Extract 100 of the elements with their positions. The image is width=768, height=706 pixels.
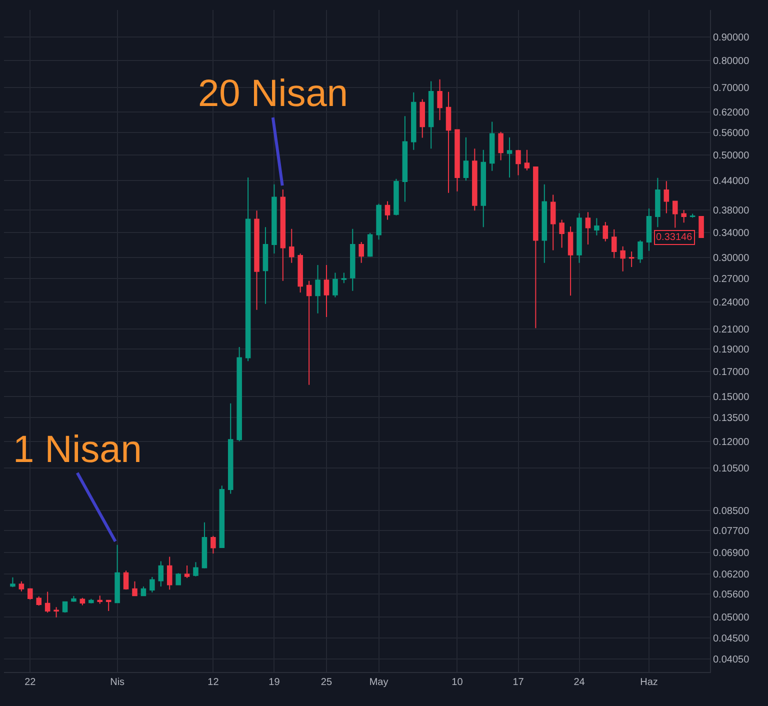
- candlestick: [472, 148, 478, 212]
- candlestick: [506, 136, 512, 178]
- y-tick-label: 0.10500: [713, 464, 750, 475]
- candlestick: [62, 601, 68, 614]
- y-tick-label: 0.30000: [713, 252, 750, 264]
- y-tick-label: 0.06200: [713, 569, 750, 580]
- annotation: 20 Nisan: [198, 73, 348, 115]
- y-tick-label: 0.04050: [713, 654, 750, 666]
- y-tick-label: 0.05000: [713, 612, 750, 624]
- candlestick: [602, 222, 608, 242]
- y-tick-label: 0.17000: [713, 366, 750, 378]
- candlestick: [150, 576, 155, 593]
- candlestick: [245, 176, 251, 362]
- candlestick: [585, 212, 591, 246]
- candlestick: [341, 272, 347, 284]
- candlestick: [620, 246, 626, 272]
- candlestick: [437, 78, 442, 121]
- candlestick: [384, 200, 390, 220]
- y-tick-label: 0.90000: [713, 32, 750, 44]
- candlestick: [262, 226, 268, 304]
- candlestick: [350, 228, 356, 292]
- candlestick: [463, 136, 469, 182]
- x-tick-label: 10: [452, 677, 464, 688]
- y-tick-label: 0.21000: [713, 324, 750, 336]
- candlestick: [106, 600, 112, 612]
- candlestick: [655, 177, 660, 228]
- candlestick: [254, 210, 260, 310]
- candlestick: [559, 219, 564, 248]
- candlestick: [411, 92, 416, 150]
- annotation: 0.33146: [656, 232, 693, 243]
- candlestick: [324, 264, 330, 318]
- candlestick: [489, 121, 495, 172]
- candlestick: [315, 264, 320, 314]
- candlestick: [236, 346, 242, 442]
- candlestick: [272, 184, 277, 254]
- candlestick: [114, 544, 120, 604]
- candlestick: [132, 580, 138, 596]
- x-tick-label: 25: [320, 677, 332, 688]
- x-tick-label: May: [369, 677, 388, 688]
- y-tick-label: 0.08500: [713, 506, 750, 517]
- candlestick: [628, 251, 634, 268]
- candlestick: [550, 194, 556, 251]
- candlestick: [166, 556, 172, 590]
- candlestick: [376, 203, 382, 240]
- x-tick-label: 19: [268, 677, 280, 688]
- candlestick: [698, 215, 704, 238]
- candlestick: [298, 253, 303, 293]
- x-tick-label: Haz: [640, 677, 658, 688]
- x-tick-label: Nis: [110, 677, 125, 688]
- y-tick-label: 0.04500: [713, 634, 750, 645]
- candlestick: [646, 208, 652, 252]
- y-tick-label: 0.05600: [713, 590, 750, 601]
- candlestick: [672, 200, 678, 228]
- candlestick: [402, 116, 408, 202]
- candlestick: [36, 596, 42, 606]
- annotation: 1 Nisan: [13, 429, 142, 471]
- candlestick: [193, 562, 198, 577]
- candlestick: [71, 596, 76, 602]
- candlestick: [54, 606, 59, 618]
- candlestick: [498, 131, 504, 161]
- y-tick-label: 0.19000: [713, 344, 750, 356]
- candlestick: [306, 280, 312, 386]
- candlestick: [664, 180, 670, 214]
- candlestick: [18, 580, 24, 592]
- candlestick: [611, 228, 617, 259]
- candlestick: [420, 98, 426, 138]
- candlestick: [681, 210, 686, 224]
- candlestick: [158, 560, 164, 587]
- candlestick: [394, 178, 399, 216]
- candlestick: [219, 485, 225, 549]
- candlestick: [288, 228, 294, 264]
- candlestick: [542, 184, 548, 264]
- candlestick: [10, 576, 16, 588]
- candlestick: [123, 570, 129, 590]
- candlestick: [28, 588, 33, 600]
- candlestick: [44, 591, 50, 614]
- candlestick: [367, 232, 373, 258]
- y-tick-label: 0.44000: [713, 176, 750, 188]
- candlestick: [568, 226, 574, 296]
- y-tick-label: 0.15000: [713, 392, 750, 404]
- y-tick-label: 0.24000: [713, 298, 750, 309]
- candlestick: [176, 572, 181, 586]
- candlestick: [280, 188, 286, 282]
- y-tick-label: 0.13500: [713, 413, 750, 424]
- candlestick: [140, 586, 146, 596]
- candlestick: [210, 535, 216, 554]
- x-tick-label: 17: [512, 677, 524, 688]
- candlestick: [88, 598, 94, 604]
- x-tick-label: 22: [24, 677, 36, 688]
- y-tick-label: 0.27000: [713, 274, 750, 286]
- y-tick-label: 0.50000: [713, 150, 750, 162]
- candlestick: [332, 272, 338, 298]
- y-tick-label: 0.80000: [713, 56, 750, 68]
- candlestick: [454, 129, 460, 192]
- candlestick: [202, 522, 208, 569]
- y-tick-label: 0.62000: [713, 107, 750, 118]
- candlestick: [80, 597, 86, 606]
- candlestick: [97, 595, 103, 604]
- y-tick-label: 0.38000: [713, 206, 750, 217]
- candlestick: [358, 242, 364, 264]
